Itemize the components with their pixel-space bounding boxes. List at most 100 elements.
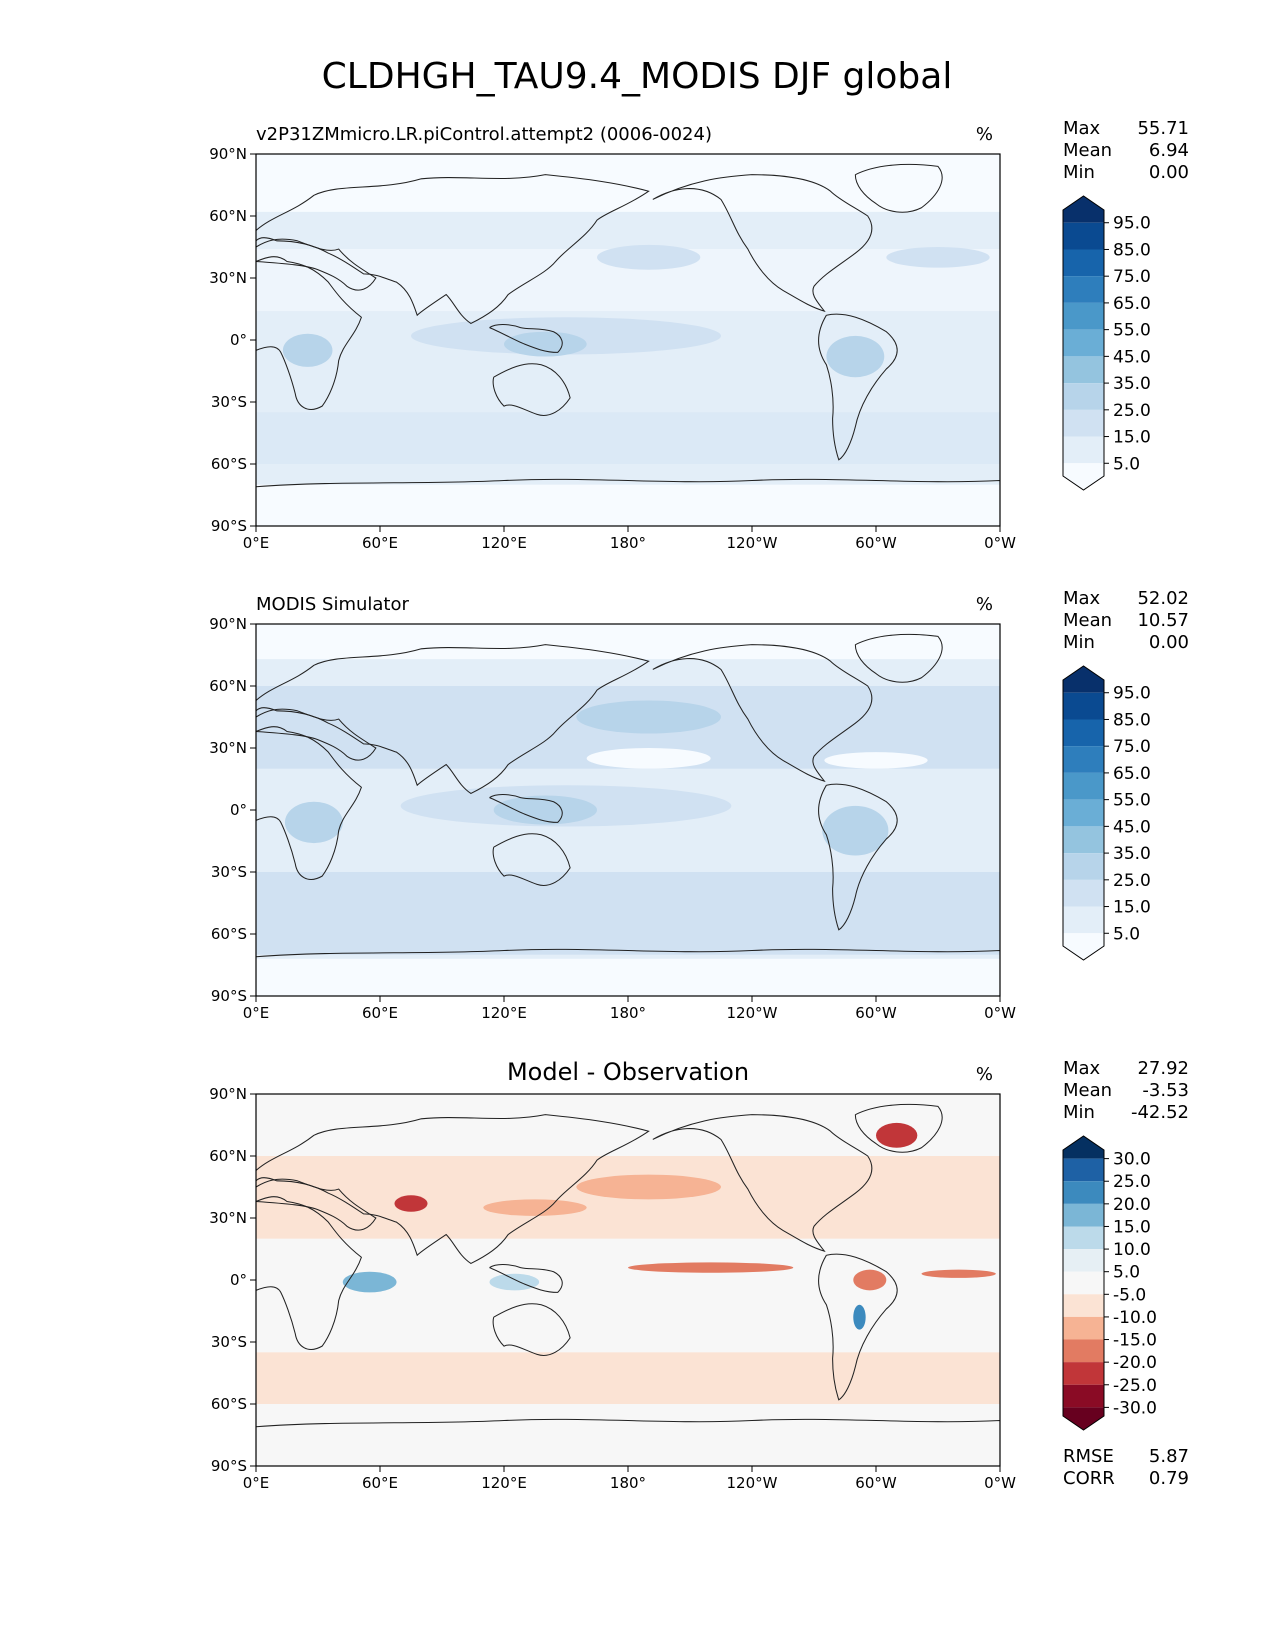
lon-tick-label: 120°W <box>727 534 778 552</box>
stat-label: Max <box>1063 1058 1101 1079</box>
colorbar-swatch <box>1063 463 1104 490</box>
stat-value: 6.94 <box>1149 140 1189 161</box>
colorbar-label: 35.0 <box>1113 374 1151 394</box>
panel-obs-map <box>256 624 1000 996</box>
colorbar-swatch <box>1063 1407 1104 1430</box>
stat-value: 27.92 <box>1137 1058 1189 1079</box>
lon-tick-label: 60°W <box>855 534 897 552</box>
colorbar-swatch <box>1063 329 1104 357</box>
colorbar-label: 25.0 <box>1113 401 1151 421</box>
colorbar-label: -20.0 <box>1113 1353 1157 1373</box>
panel-diff-map <box>256 1094 1000 1466</box>
stat-value: 10.57 <box>1137 610 1189 631</box>
colorbar-swatch <box>1063 1271 1104 1295</box>
lon-tick-label: 60°W <box>855 1474 897 1492</box>
lon-tick-label: 120°E <box>481 534 527 552</box>
statistics: Max 55.71 Mean 6.94 Min 0.00 Max 52.02 Mean 10.57… <box>1063 118 1189 1489</box>
colorbar-label: 95.0 <box>1113 684 1151 704</box>
colorbar-label: 45.0 <box>1113 347 1151 367</box>
lat-tick-label: 0° <box>230 801 247 819</box>
colorbar-label: 15.0 <box>1113 1217 1151 1237</box>
colorbar-swatch <box>1063 933 1104 960</box>
colorbar-swatch <box>1063 799 1104 827</box>
lon-tick-label: 0°E <box>243 534 270 552</box>
lat-tick-label: 60°S <box>211 925 247 943</box>
colorbar-outline <box>1062 195 1105 491</box>
colorbar-swatch <box>1063 249 1104 277</box>
panel-model-units: % <box>976 124 993 145</box>
colorbar-label: 35.0 <box>1113 844 1151 864</box>
panel-model: v2P31ZMmicro.LR.piControl.attempt2 (0006… <box>255 124 1001 527</box>
lat-tick-label: 0° <box>230 1271 247 1289</box>
stat-value: 0.00 <box>1149 632 1189 653</box>
lon-tick-label: 0°E <box>243 1004 270 1022</box>
stat-label: Mean <box>1063 140 1112 161</box>
lon-tick-label: 180° <box>610 534 646 552</box>
colorbar-swatch <box>1063 356 1104 384</box>
panel-obs-units: % <box>976 594 993 615</box>
stat-value: -3.53 <box>1142 1080 1189 1101</box>
stat-value: 52.02 <box>1137 588 1189 609</box>
colorbar-outline <box>1062 1135 1105 1431</box>
colorbar-swatch <box>1063 1181 1104 1204</box>
colorbar-outline <box>1062 665 1105 961</box>
colorbars: 95.0 85.0 75.0 65.0 55.0 45.0 35.0 25.0 15.0 5.0 9… <box>1062 195 1157 1431</box>
colorbar-label: 85.0 <box>1113 240 1151 260</box>
panel-diff: Model - Observation % <box>255 1058 1001 1467</box>
lat-tick-label: 90°S <box>211 517 247 535</box>
panel-model-title: v2P31ZMmicro.LR.piControl.attempt2 (0006… <box>256 124 712 145</box>
lat-tick-label: 30°N <box>209 739 247 757</box>
colorbar-label: 85.0 <box>1113 710 1151 730</box>
colorbar-label: -15.0 <box>1113 1331 1157 1351</box>
colorbar-label: 45.0 <box>1113 817 1151 837</box>
lon-tick-label: 60°W <box>855 1004 897 1022</box>
footer-stat-label: CORR <box>1063 1468 1115 1489</box>
stat-label: Min <box>1063 162 1095 183</box>
stat-label: Min <box>1063 632 1095 653</box>
colorbar-swatch <box>1063 772 1104 800</box>
lat-tick-label: 90°S <box>211 987 247 1005</box>
lon-tick-label: 0°W <box>984 534 1016 552</box>
colorbar-swatch <box>1063 436 1104 464</box>
lat-tick-label: 90°N <box>209 145 247 163</box>
lon-tick-label: 60°E <box>362 1004 398 1022</box>
lon-tick-label: 60°E <box>362 534 398 552</box>
lat-tick-label: 30°S <box>211 393 247 411</box>
lat-tick-label: 60°S <box>211 1395 247 1413</box>
lon-tick-label: 0°E <box>243 1474 270 1492</box>
axis-ticks: 90°N60°N30°N0°30°S60°S90°S0°E 60°E 120°E 18… <box>209 145 1016 1492</box>
colorbar-label: 30.0 <box>1113 1150 1151 1170</box>
colorbar-label: 65.0 <box>1113 764 1151 784</box>
colorbar-label: -10.0 <box>1113 1308 1157 1328</box>
panel-diff-title: Model - Observation <box>507 1058 749 1086</box>
lat-tick-label: 60°N <box>209 677 247 695</box>
lon-tick-label: 60°E <box>362 1474 398 1492</box>
colorbar-label: -25.0 <box>1113 1376 1157 1396</box>
colorbar-swatch <box>1063 1384 1104 1408</box>
colorbar-swatch <box>1063 276 1104 303</box>
lat-tick-label: 60°S <box>211 455 247 473</box>
colorbar-label: 55.0 <box>1113 321 1151 341</box>
colorbar-swatch <box>1063 222 1104 250</box>
stat-label: Min <box>1063 1102 1095 1123</box>
lon-tick-label: 180° <box>610 1004 646 1022</box>
panel-obs-title: MODIS Simulator <box>256 594 409 615</box>
stat-label: Mean <box>1063 610 1112 631</box>
stat-label: Mean <box>1063 1080 1112 1101</box>
stat-value: 0.00 <box>1149 162 1189 183</box>
colorbar-label: 25.0 <box>1113 871 1151 891</box>
colorbar-label: 5.0 <box>1113 1263 1140 1283</box>
footer-stat-label: RMSE <box>1063 1446 1114 1467</box>
colorbar-label: 10.0 <box>1113 1240 1151 1260</box>
lat-tick-label: 0° <box>230 331 247 349</box>
colorbar-swatch <box>1063 879 1104 907</box>
lon-tick-label: 120°E <box>481 1474 527 1492</box>
lon-tick-label: 0°W <box>984 1474 1016 1492</box>
colorbar-swatch <box>1063 1158 1104 1182</box>
colorbar-swatch <box>1063 1226 1104 1250</box>
colorbar-swatch <box>1063 1136 1104 1159</box>
lat-tick-label: 30°S <box>211 1333 247 1351</box>
lon-tick-label: 120°W <box>727 1474 778 1492</box>
lat-tick-label: 90°N <box>209 615 247 633</box>
